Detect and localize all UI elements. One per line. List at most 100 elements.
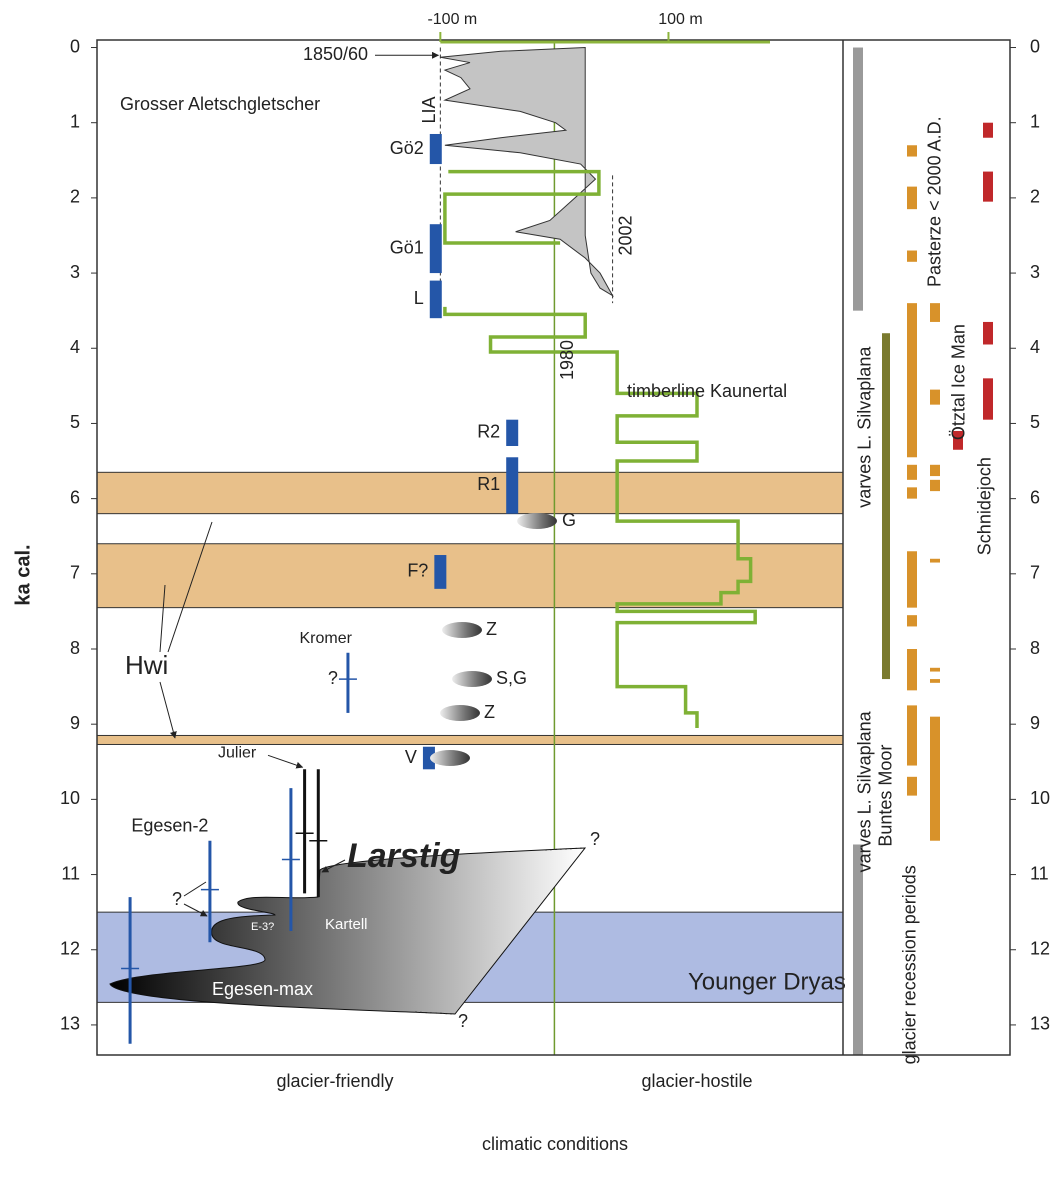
reference-label: 1980: [557, 340, 577, 380]
y-tick-label-right: 0: [1030, 36, 1040, 56]
hwi-band: [96, 471, 844, 515]
egesen-max-label: Egesen-max: [212, 979, 313, 999]
advance-label: R2: [477, 422, 500, 442]
y-tick-label-right: 2: [1030, 187, 1040, 207]
proxy-bar: [907, 487, 917, 499]
plot-frame: [96, 39, 1011, 1056]
julier-label: Julier: [218, 745, 257, 762]
advance-bar: [506, 457, 519, 514]
advance-label: R1: [477, 474, 500, 494]
y-tick-label-right: 8: [1030, 638, 1040, 658]
advance-label: Gö2: [390, 138, 424, 158]
advance-bar: [434, 555, 447, 589]
proxy-label: varves L. Silvaplana: [855, 710, 875, 872]
proxy-bar: [853, 844, 863, 1055]
y-tick-label: 11: [61, 863, 80, 883]
data-layer: [422, 46, 993, 1055]
overlay-layer: G Z S,G Z Grosser Aletschgletscher timbe…: [12, 11, 1050, 1154]
advance-label: L: [414, 288, 424, 308]
proxy-bar: [983, 321, 993, 345]
hwi-band: [96, 543, 844, 609]
proxy-label: Ötztal Ice Man: [949, 324, 969, 440]
proxy-label: glacier recession periods: [900, 865, 920, 1064]
julier-arrow: [267, 754, 304, 769]
y-tick-label-right: 12: [1030, 938, 1050, 958]
moraine-label: S,G: [496, 668, 527, 688]
y-tick-label-right: 10: [1030, 788, 1050, 808]
advance-bar: [429, 280, 442, 319]
y-tick-label-right: 5: [1030, 412, 1040, 432]
y-tick-label: 2: [70, 187, 80, 207]
y-tick-label: 10: [60, 788, 80, 808]
question-mark: ?: [172, 889, 182, 909]
moraine: [440, 705, 480, 721]
aletsch-curve: [440, 46, 614, 298]
y-tick-label: 8: [70, 638, 80, 658]
y-tick-label-right: 11: [1030, 863, 1049, 883]
kartell-label: Kartell: [325, 916, 368, 933]
y-tick-label-right: 1: [1030, 111, 1040, 131]
moraine: [442, 622, 482, 638]
proxy-bar: [907, 705, 917, 766]
question-arrow: [183, 881, 207, 916]
dotted-extension: [414, 847, 586, 1015]
question-mark: ?: [458, 1011, 468, 1031]
x-side-label: glacier-hostile: [641, 1071, 752, 1091]
proxy-bar: [983, 378, 993, 420]
y-tick-label-right: 6: [1030, 487, 1040, 507]
x-side-label: glacier-friendly: [276, 1071, 393, 1091]
moraine-label: G: [562, 510, 576, 530]
younger-dryas-label: Younger Dryas: [688, 968, 846, 995]
advance-label: F?: [407, 561, 428, 581]
y-tick-label-right: 13: [1030, 1014, 1050, 1034]
proxy-label: Schnidejoch: [975, 457, 995, 555]
e3-label: E-3?: [251, 921, 274, 933]
y-tick-label-right: 4: [1030, 337, 1040, 357]
proxy-bar: [930, 389, 940, 405]
x-tick-label: -100 m: [427, 11, 477, 28]
proxy-bar: [930, 716, 940, 841]
y-tick-label: 9: [70, 713, 80, 733]
larstig-label: Larstig: [347, 837, 461, 875]
moraine: [452, 671, 492, 687]
proxy-bar: [983, 122, 993, 138]
proxy-bar: [907, 464, 917, 480]
proxy-label: varves L. Silvaplana: [855, 346, 875, 508]
proxy-bar: [930, 464, 940, 477]
proxy-bar: [907, 145, 917, 157]
proxy-bar: [882, 333, 890, 680]
1850-label: 1850/60: [303, 44, 368, 64]
proxy-bar: [930, 479, 940, 492]
proxy-bar: [907, 186, 917, 210]
advance-label: V: [405, 747, 417, 767]
proxy-label: Buntes Moor: [876, 745, 896, 847]
proxy-bar: [907, 303, 917, 458]
y-tick-label: 3: [70, 262, 80, 282]
y-tick-label: 6: [70, 487, 80, 507]
moraine: [517, 513, 557, 529]
y-tick-label: 4: [70, 337, 80, 357]
x-axis-label: climatic conditions: [482, 1134, 628, 1154]
moraine-label: Z: [486, 619, 497, 639]
moraine-label: Z: [484, 702, 495, 722]
timberline: [443, 169, 757, 728]
proxy-label: Pasterze < 2000 A.D.: [925, 116, 945, 287]
advance-bar: [429, 224, 442, 274]
proxy-bar: [907, 615, 917, 627]
moraine: [430, 750, 470, 766]
lia-label: LIA: [419, 96, 439, 123]
hwi-arrow: [159, 521, 213, 738]
hwi-band: [96, 734, 844, 745]
hwi-label: Hwi: [125, 650, 168, 680]
y-tick-label: 12: [60, 938, 80, 958]
glacier-title: Grosser Aletschgletscher: [120, 94, 320, 114]
question-mark: ?: [590, 829, 600, 849]
question-mark: ?: [328, 668, 338, 688]
proxy-bar: [907, 250, 917, 262]
y-tick-label: 7: [70, 563, 80, 583]
proxy-bar: [953, 430, 963, 450]
proxy-bar: [907, 776, 917, 796]
proxy-bar: [983, 171, 993, 202]
range-label: Kromer: [299, 630, 352, 647]
